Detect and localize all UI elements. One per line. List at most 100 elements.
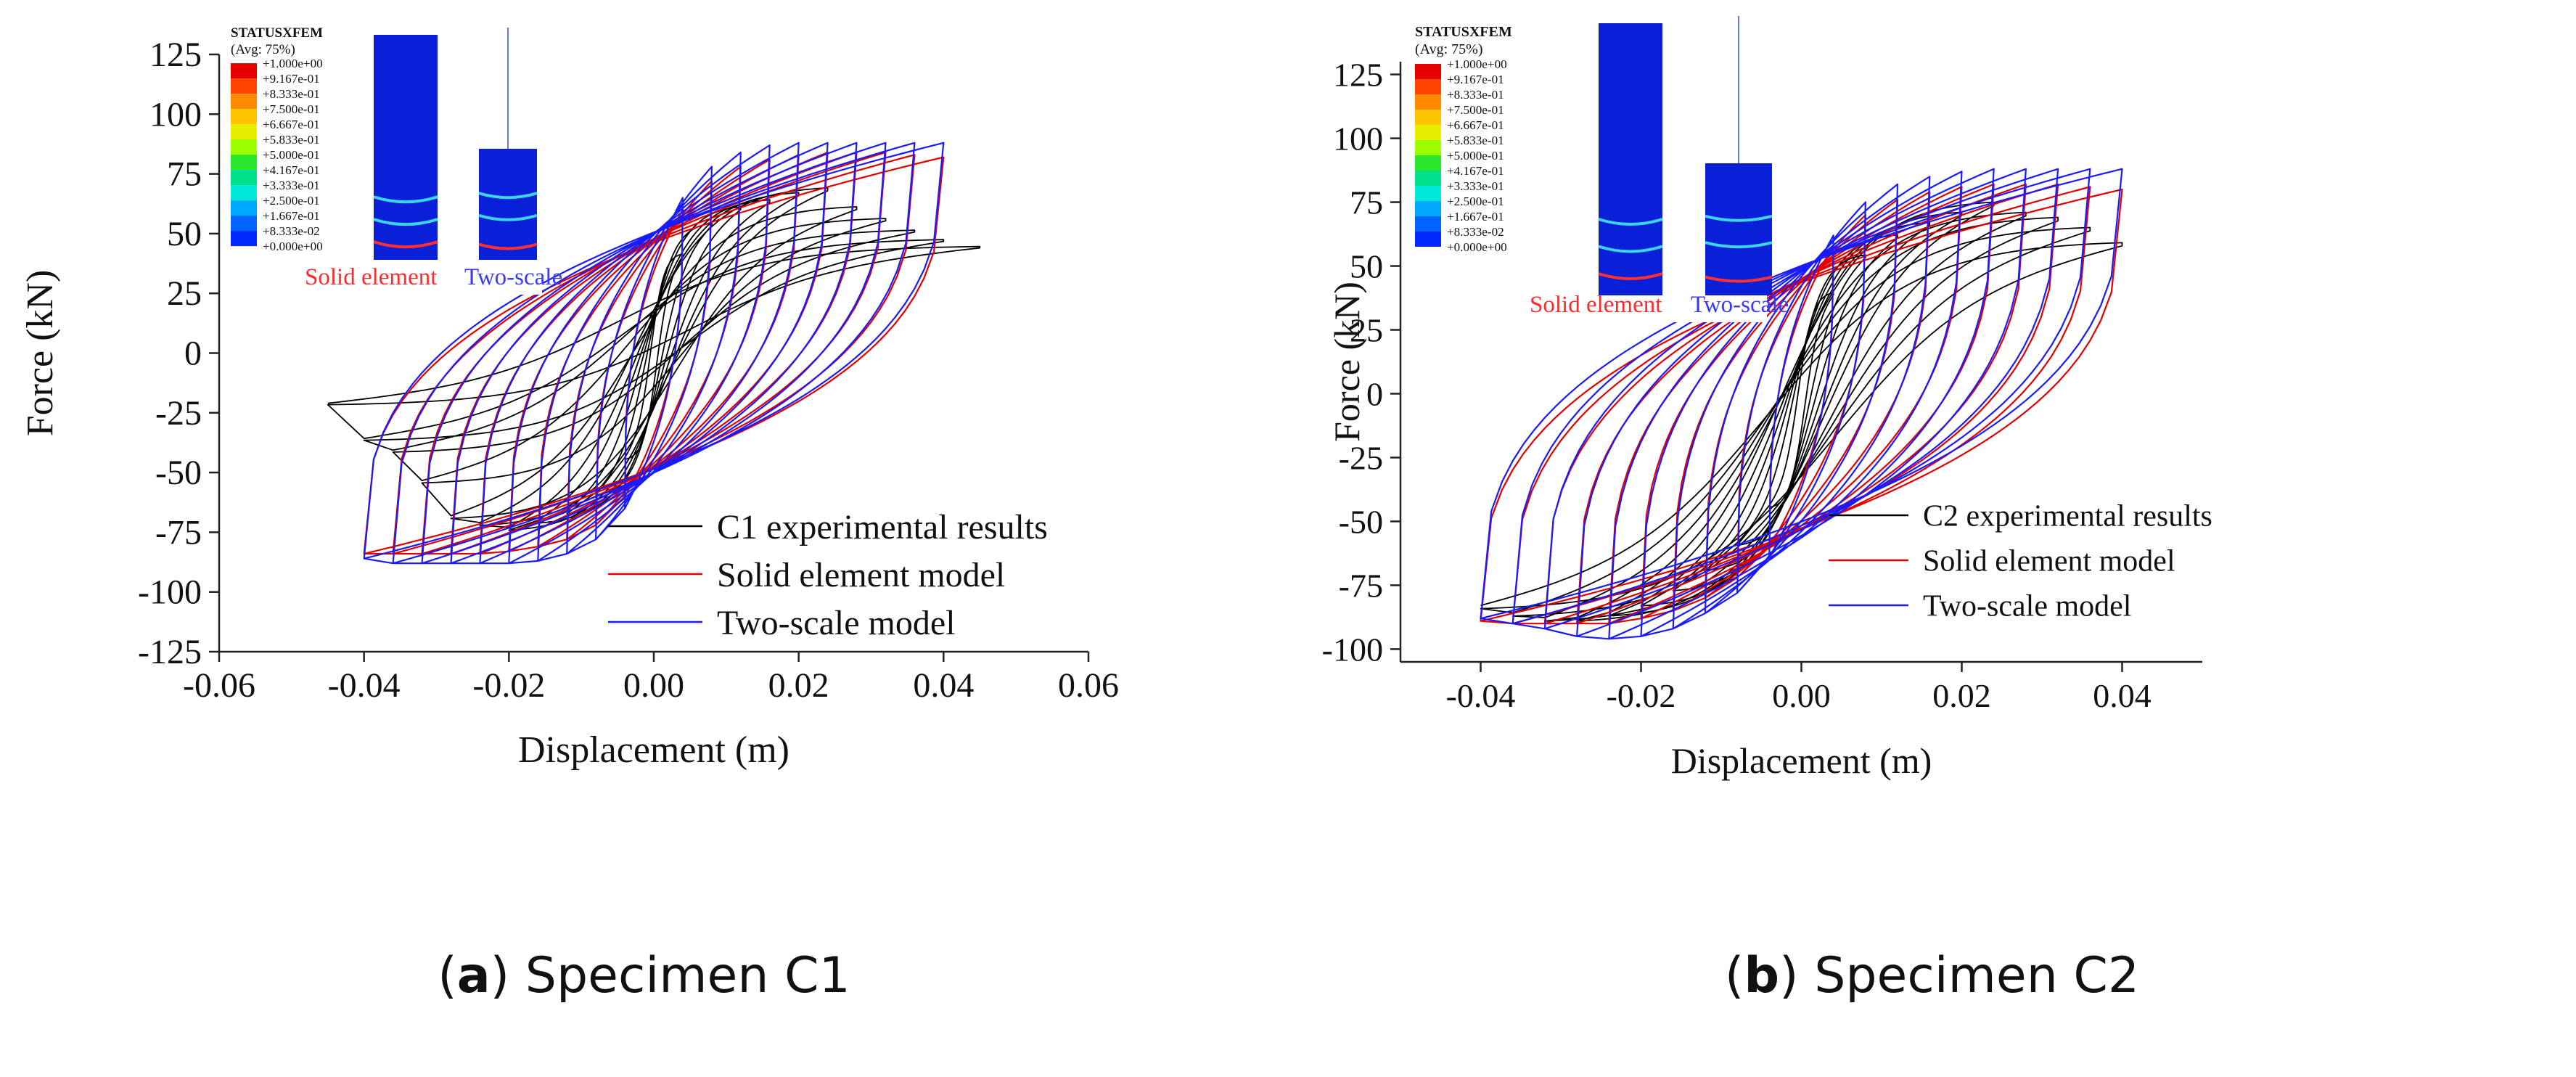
legend-label-b-1: Solid element model bbox=[1923, 545, 2175, 578]
y-tick-label-b: 75 bbox=[1350, 184, 1383, 221]
inset-swatch-a bbox=[231, 124, 257, 140]
inset-swatch-a bbox=[231, 185, 257, 201]
inset-label-two-scale-b: Two-scale bbox=[1691, 292, 1789, 318]
inset-scale-value-b: +6.667e-01 bbox=[1447, 118, 1504, 132]
y-tick-label-b: -50 bbox=[1339, 503, 1383, 540]
inset-scale-value-a: +3.333e-01 bbox=[263, 179, 320, 192]
inset-scale-value-b: +0.000e+00 bbox=[1447, 240, 1507, 254]
series-b-0 bbox=[1480, 201, 2123, 622]
y-tick-label-b: 0 bbox=[1366, 375, 1383, 412]
inset-title-b: STATUSXFEM bbox=[1415, 24, 1512, 40]
inset-swatch-b bbox=[1415, 155, 1441, 171]
inset-scale-value-b: +5.833e-01 bbox=[1447, 134, 1504, 147]
inset-swatch-b bbox=[1415, 232, 1441, 247]
series-b-2 bbox=[1480, 168, 2123, 640]
inset-swatch-a bbox=[231, 139, 257, 155]
inset-swatch-b bbox=[1415, 201, 1441, 216]
y-tick-label-b: -100 bbox=[1322, 631, 1383, 668]
legend-label-b-0: C2 experimental results bbox=[1923, 500, 2212, 533]
y-tick-label-a: 125 bbox=[149, 36, 202, 74]
inset-crack-a bbox=[373, 195, 438, 204]
legend-label-a-2: Two-scale model bbox=[717, 604, 956, 642]
panel-a: -0.06 -0.04 -0.02 0.00 0.02 0.04 0.06 125 100 75 5… bbox=[20, 19, 1119, 1004]
panel-b: -0.04 -0.02 0.00 0.02 0.04 125 100 75 50 25 0 -25 -5… bbox=[1288, 0, 2576, 1077]
inset-swatch-b bbox=[1415, 64, 1441, 79]
inset-swatch-a bbox=[231, 155, 257, 171]
x-tick-label-a: 0.02 bbox=[768, 666, 829, 705]
x-tick-label-a: 0.06 bbox=[1058, 666, 1119, 705]
inset-scale-value-a: +4.167e-01 bbox=[263, 163, 320, 177]
caption-a-text: Specimen C1 bbox=[525, 947, 850, 1004]
inset-label-solid-b: Solid element bbox=[1530, 292, 1662, 318]
x-axis-label-a: Displacement (m) bbox=[518, 729, 789, 771]
legend-label-a-1: Solid element model bbox=[717, 556, 1005, 594]
x-tick-label-a: -0.04 bbox=[328, 666, 401, 705]
y-tick-label-b: 100 bbox=[1333, 120, 1383, 157]
inset-swatch-a bbox=[231, 231, 257, 247]
inset-crack-b bbox=[1598, 245, 1663, 253]
inset-scale-value-b: +8.333e-02 bbox=[1447, 225, 1504, 239]
inset-label-two-scale-a: Two-scale bbox=[464, 264, 562, 290]
inset-swatch-b bbox=[1415, 94, 1441, 110]
inset-scale-value-b: +4.167e-01 bbox=[1447, 164, 1504, 178]
inset-solid-render-b bbox=[1599, 23, 1662, 295]
inset-subtitle-b: (Avg: 75%) bbox=[1415, 41, 1483, 57]
inset-scale-value-a: +9.167e-01 bbox=[263, 72, 320, 86]
y-tick-label-a: -75 bbox=[155, 513, 202, 552]
inset-scale-value-b: +3.333e-01 bbox=[1447, 179, 1504, 193]
inset-swatch-b bbox=[1415, 171, 1441, 186]
x-tick-label-b: -0.02 bbox=[1607, 677, 1676, 714]
y-tick-label-b: 50 bbox=[1350, 248, 1383, 285]
caption-b: (b) Specimen C2 bbox=[1724, 947, 2140, 1004]
chart-a: -0.06 -0.04 -0.02 0.00 0.02 0.04 0.06 125 100 75 5… bbox=[20, 19, 1119, 771]
inset-two-scale-render-b bbox=[1705, 163, 1772, 295]
x-tick-label-b: 0.00 bbox=[1772, 677, 1831, 714]
inset-scale-value-b: +2.500e-01 bbox=[1447, 194, 1504, 208]
y-tick-label-b: -25 bbox=[1339, 439, 1383, 476]
inset-scale-value-a: +2.500e-01 bbox=[263, 194, 320, 208]
y-tick-label-a: -125 bbox=[138, 633, 202, 671]
inset-swatch-b bbox=[1415, 140, 1441, 155]
x-tick-label-b: -0.04 bbox=[1446, 677, 1516, 714]
y-tick-label-a: 0 bbox=[184, 335, 202, 373]
inset-scale-value-a: +7.500e-01 bbox=[263, 102, 320, 116]
x-axis-label-b: Displacement (m) bbox=[1671, 740, 1932, 781]
inset-crack-b bbox=[1705, 241, 1773, 249]
inset-crack-a bbox=[478, 242, 538, 250]
inset-solid-render-a bbox=[374, 35, 438, 260]
inset-scale-value-b: +9.167e-01 bbox=[1447, 73, 1504, 86]
inset-swatch-b bbox=[1415, 79, 1441, 94]
inset-crack-b bbox=[1705, 275, 1773, 283]
inset-scale-value-a: +1.000e+00 bbox=[263, 57, 323, 70]
y-tick-label-a: -50 bbox=[155, 454, 202, 492]
y-tick-label-a: 100 bbox=[149, 95, 202, 134]
inset-swatch-a bbox=[231, 200, 257, 216]
inset-swatch-a bbox=[231, 109, 257, 125]
inset-swatch-a bbox=[231, 63, 257, 79]
inset-crack-a bbox=[478, 192, 538, 200]
y-tick-label-b: 125 bbox=[1333, 57, 1383, 94]
legend-label-b-2: Two-scale model bbox=[1923, 590, 2131, 623]
inset-crack-a bbox=[478, 213, 538, 221]
inset-scale-value-a: +6.667e-01 bbox=[263, 118, 320, 131]
inset-swatch-a bbox=[231, 78, 257, 94]
y-axis-label-a: Force (kN) bbox=[20, 270, 61, 437]
series-a-0 bbox=[327, 187, 981, 531]
x-tick-label-a: 0.00 bbox=[623, 666, 684, 705]
inset-scale-value-b: +7.500e-01 bbox=[1447, 103, 1504, 117]
inset-crack-a bbox=[373, 218, 438, 226]
inset-label-solid-a: Solid element bbox=[305, 264, 437, 290]
inset-scale-value-b: +1.000e+00 bbox=[1447, 57, 1507, 71]
inset-scale-value-b: +1.667e-01 bbox=[1447, 210, 1504, 224]
inset-swatch-b bbox=[1415, 186, 1441, 201]
series-b-1 bbox=[1480, 183, 2123, 625]
series-a-1 bbox=[363, 151, 945, 555]
x-tick-label-a: -0.02 bbox=[472, 666, 545, 705]
caption-b-text: Specimen C2 bbox=[1814, 947, 2140, 1004]
caption-b-label: b bbox=[1744, 947, 1780, 1004]
inset-two-scale-render-a bbox=[479, 149, 537, 260]
y-tick-label-a: 25 bbox=[167, 274, 202, 313]
inset-scale-value-a: +5.833e-01 bbox=[263, 133, 320, 147]
inset-crack-a bbox=[373, 240, 438, 249]
y-tick-label-a: -100 bbox=[138, 573, 202, 612]
